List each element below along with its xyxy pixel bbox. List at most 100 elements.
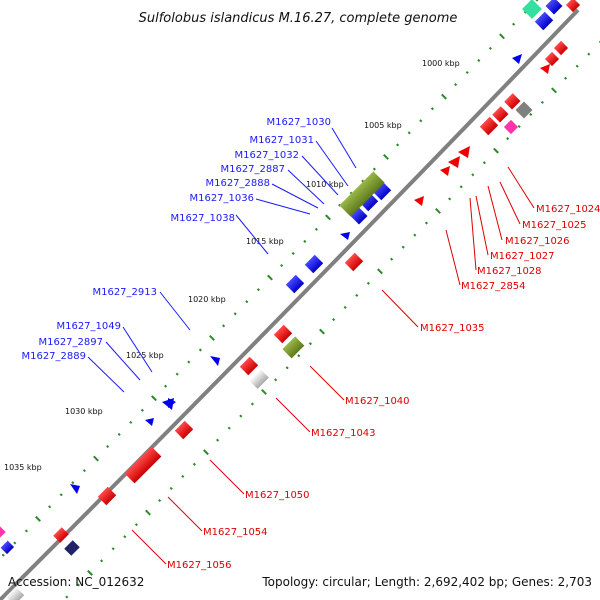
gene-glyph (174, 420, 194, 440)
scale-tick-minor (222, 324, 226, 328)
scale-tick-minor (285, 366, 289, 370)
scale-tick-major (267, 274, 273, 281)
scale-tick-minor (256, 288, 260, 292)
gene-label: M1627_1043 (311, 428, 376, 439)
gene-label: M1627_1028 (477, 266, 542, 277)
scale-tick-minor (401, 245, 405, 249)
scale-tick-minor (512, 22, 516, 26)
gene-glyph (285, 274, 305, 294)
scale-tick-minor (181, 474, 185, 478)
scale-tick-minor (413, 233, 417, 237)
scale-tick-major (435, 208, 441, 214)
scale-tick-major (93, 455, 99, 462)
scale-tick-minor (523, 10, 527, 14)
scale-tick-minor (517, 124, 521, 129)
scale-label: 1025 kbp (126, 351, 164, 360)
scale-tick-minor (129, 420, 133, 424)
scale-tick-major (145, 509, 151, 516)
gene-glyph (479, 116, 499, 136)
scale-tick-minor (48, 505, 52, 509)
scale-tick-minor (390, 257, 394, 261)
gene-glyph (448, 156, 460, 168)
scale-tick-major (383, 154, 389, 160)
gene-glyph (249, 369, 269, 389)
gene-label: M1627_2913 (92, 287, 157, 298)
scale-tick-minor (454, 83, 458, 87)
gene-label: M1627_1056 (167, 560, 232, 571)
scale-tick-minor (82, 469, 86, 473)
scale-tick-minor (540, 100, 544, 104)
gene-glyph (0, 526, 6, 538)
scale-tick-minor (506, 137, 510, 141)
scale-tick-minor (430, 107, 434, 111)
scale-tick-minor (355, 293, 359, 297)
scale-tick-minor (158, 498, 162, 503)
outer-gene-labels: M1627_1030 M1627_1031 M1627_1032 M1627_2… (21, 117, 331, 362)
scale-tick-minor (366, 281, 370, 285)
outer-callouts (87, 127, 357, 393)
scale-tick-minor (535, 0, 539, 2)
gene-glyph (210, 356, 220, 366)
gene-label: M1627_1027 (490, 251, 555, 262)
scale-label: 1005 kbp (364, 121, 402, 130)
gene-glyph (545, 0, 563, 15)
scale-tick-minor (482, 161, 486, 165)
gene-glyph (553, 40, 569, 56)
scale-tick-major (441, 93, 447, 100)
gene-glyph (458, 146, 470, 158)
scale-tick-minor (100, 559, 104, 563)
scale-tick-minor (65, 595, 69, 599)
gene-label: M1627_1030 (266, 117, 331, 128)
gene-label: M1627_1038 (170, 213, 235, 224)
inner-gene-labels: M1627_1024 M1627_1025 M1627_1026 M1627_1… (167, 204, 600, 571)
scale-tick-minor (140, 408, 144, 412)
inner-callouts (131, 166, 535, 565)
scale-tick-minor (314, 227, 318, 231)
gene-label: M1627_1036 (189, 193, 254, 204)
gene-glyph (53, 527, 69, 543)
scale-tick-major (203, 449, 209, 456)
scale-tick-minor (239, 414, 243, 418)
scale-tick-minor (71, 481, 75, 485)
scale-tick-minor (396, 143, 400, 147)
scale-tick-minor (111, 547, 115, 551)
scale-tick-minor (459, 185, 463, 189)
gene-label: M1627_1031 (249, 135, 314, 146)
gene-label: M1627_1040 (345, 396, 410, 407)
gene-glyph (515, 101, 533, 119)
gene-glyph (239, 356, 259, 376)
gene-glyph (168, 398, 176, 408)
scale-tick-minor (465, 70, 469, 75)
gene-glyph (97, 486, 117, 506)
scale-tick-minor (303, 239, 307, 243)
scale-tick-minor (297, 354, 301, 358)
accession-label: Accession: NC_012632 (8, 575, 144, 589)
gene-glyph (440, 166, 450, 176)
scale-label: 1015 kbp (246, 237, 284, 246)
gene-glyph (124, 446, 162, 484)
gene-glyph (414, 196, 424, 206)
gene-glyph (304, 254, 324, 274)
gene-glyph (372, 181, 392, 201)
scale-tick-minor (187, 360, 191, 364)
gene-glyph (544, 51, 560, 67)
gene-label: M1627_1049 (56, 321, 121, 332)
gene-label: M1627_1054 (203, 527, 268, 538)
scale-tick-minor (24, 529, 28, 533)
scale-tick-minor (575, 64, 579, 68)
gene-glyph (70, 484, 80, 494)
scale-tick-minor (175, 372, 179, 376)
gene-label: M1627_1050 (245, 490, 310, 501)
scale-tick-minor (343, 305, 347, 310)
gene-glyph (339, 171, 385, 217)
scale-tick-major (151, 395, 157, 402)
scale-tick-minor (216, 438, 220, 442)
scale-tick-minor (169, 486, 173, 490)
scale-tick-minor (164, 384, 168, 388)
scale-tick-minor (250, 402, 254, 406)
scale-tick-minor (198, 348, 202, 352)
scale-label: 1000 kbp (422, 59, 460, 68)
scale-labels: 1000 kbp 1005 kbp 1010 kbp 1015 kbp 1020… (4, 59, 460, 472)
scale-tick-major (35, 515, 41, 522)
